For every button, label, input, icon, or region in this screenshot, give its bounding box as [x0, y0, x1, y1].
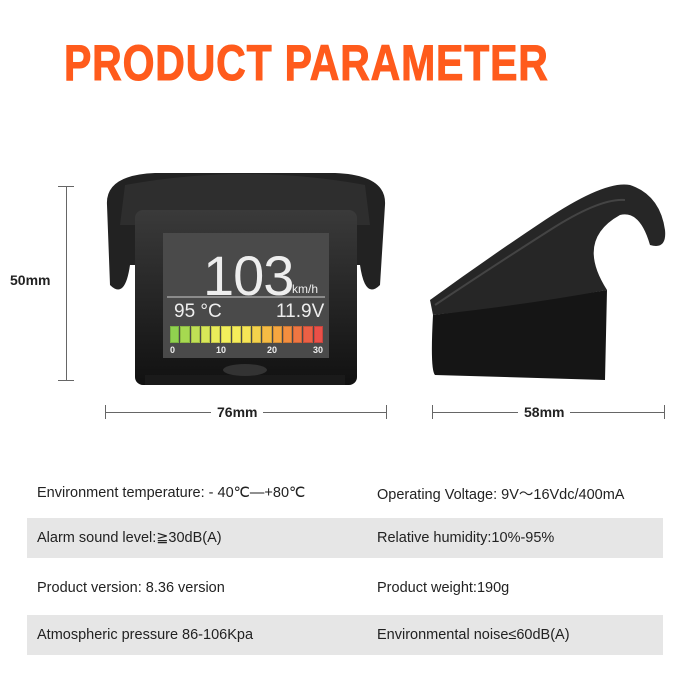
gauge-tick: 20 [267, 345, 278, 355]
spec-row: Product version: 8.36 version Product wei… [27, 568, 663, 608]
dimension-tick [105, 405, 106, 419]
gauge-segment [221, 326, 231, 343]
spec-right: Product weight:190g [377, 580, 510, 596]
temperature-readout: 95 °C [174, 301, 222, 322]
gauge-segment [272, 326, 282, 343]
spec-row: Alarm sound level:≧30dB(A) Relative humid… [27, 518, 663, 558]
gauge-segment [170, 326, 180, 343]
dimension-tick [58, 380, 74, 381]
height-label: 50mm [10, 272, 51, 288]
gauge-tick: 0 [170, 345, 176, 355]
spec-left: Product version: 8.36 version [37, 580, 225, 596]
voltage-readout: 11.9V [276, 301, 325, 322]
spec-right: Environmental noise≤60dB(A) [377, 627, 570, 643]
gauge-segment [282, 326, 293, 343]
dimension-tick [386, 405, 387, 419]
gauge-segment [241, 326, 252, 343]
gauge-segment [231, 326, 241, 343]
height-dimension-line [66, 186, 67, 381]
dimension-tick [432, 405, 433, 419]
spec-row: Atmospheric pressure 86-106Kpa Environmen… [27, 615, 663, 655]
gauge-tick: 30 [313, 345, 324, 355]
speed-readout: 103 [203, 244, 294, 307]
gauge-segment [293, 326, 303, 343]
spec-right: Operating Voltage: 9V〜16Vdc/400mA [377, 486, 625, 503]
page-title: PRODUCT PARAMETER [64, 35, 549, 92]
gauge-segment [190, 326, 200, 343]
gauge-segment [303, 326, 313, 343]
spec-left: Alarm sound level:≧30dB(A) [37, 530, 222, 546]
dimension-tick [58, 186, 74, 187]
spec-right: Relative humidity:10%-95% [377, 530, 555, 546]
spec-row: Environment temperature: - 40℃—+80℃ Opera… [27, 473, 663, 513]
gauge-segment [262, 326, 272, 343]
depth-label: 58mm [518, 404, 571, 420]
dimension-tick [664, 405, 665, 419]
gauge-segment [180, 326, 190, 343]
spec-left: Atmospheric pressure 86-106Kpa [37, 627, 254, 643]
width-label: 76mm [211, 404, 264, 420]
device-side-view [430, 184, 666, 380]
gauge-ticks: 0 10 20 30 [170, 345, 325, 357]
gauge-tick: 10 [216, 345, 227, 355]
gauge-segment [252, 326, 262, 343]
gauge-segment [211, 326, 221, 343]
gauge-segment [200, 326, 211, 343]
speed-unit: km/h [292, 282, 319, 296]
gauge-segment [313, 326, 323, 343]
spec-left: Environment temperature: - 40℃—+80℃ [37, 485, 306, 501]
bar-gauge [170, 326, 323, 343]
